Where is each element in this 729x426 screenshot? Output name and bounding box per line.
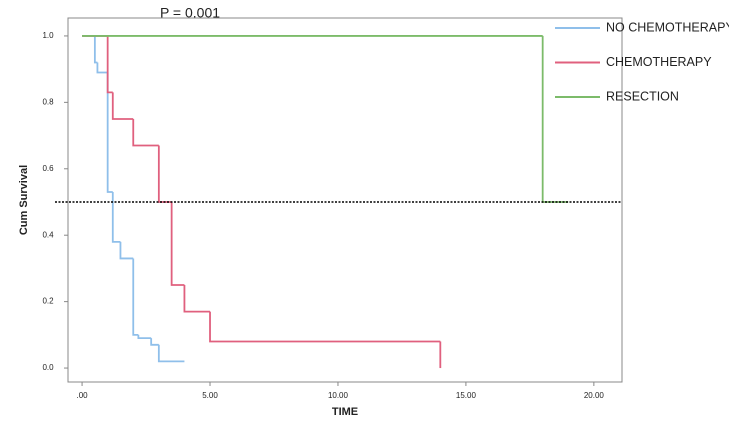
y-axis-label: Cum Survival xyxy=(18,165,30,235)
survival-step xyxy=(170,201,185,286)
x-tick-label: 15.00 xyxy=(456,391,477,400)
survival-step xyxy=(106,35,113,94)
x-tick-label: 5.00 xyxy=(202,391,218,400)
legend-label: RESECTION xyxy=(606,89,679,103)
x-tick-label: 20.00 xyxy=(584,391,605,400)
legend-label: CHEMOTHERAPY xyxy=(606,55,712,69)
survival-step xyxy=(96,62,108,74)
survival-step xyxy=(157,344,185,363)
survival-step xyxy=(132,118,159,147)
legend-label: NO CHEMOTHERAPY xyxy=(606,20,729,34)
plot-frame xyxy=(67,17,623,383)
x-axis-label: TIME xyxy=(332,406,358,418)
survival-step xyxy=(541,35,569,203)
x-tick-label: 10.00 xyxy=(328,391,349,400)
y-tick-label: 0.2 xyxy=(42,297,54,306)
y-tick-label: 1.0 xyxy=(42,31,54,40)
chart-title: P = 0.001 xyxy=(160,5,220,21)
x-tick-label: .00 xyxy=(77,391,89,400)
y-tick-label: 0.4 xyxy=(42,230,54,239)
y-tick-label: 0.0 xyxy=(42,363,54,372)
survival-step xyxy=(111,92,134,120)
y-tick-label: 0.8 xyxy=(42,97,54,106)
survival-step xyxy=(93,35,98,64)
survival-step xyxy=(106,72,113,193)
survival-step xyxy=(150,338,159,346)
survival-step xyxy=(132,258,139,336)
survival-step xyxy=(183,285,211,313)
survival-step xyxy=(137,334,152,340)
y-tick-label: 0.6 xyxy=(42,164,54,173)
survival-step xyxy=(111,192,121,243)
survival-step xyxy=(157,145,172,203)
survival-step xyxy=(119,241,134,260)
survival-step xyxy=(209,311,441,343)
